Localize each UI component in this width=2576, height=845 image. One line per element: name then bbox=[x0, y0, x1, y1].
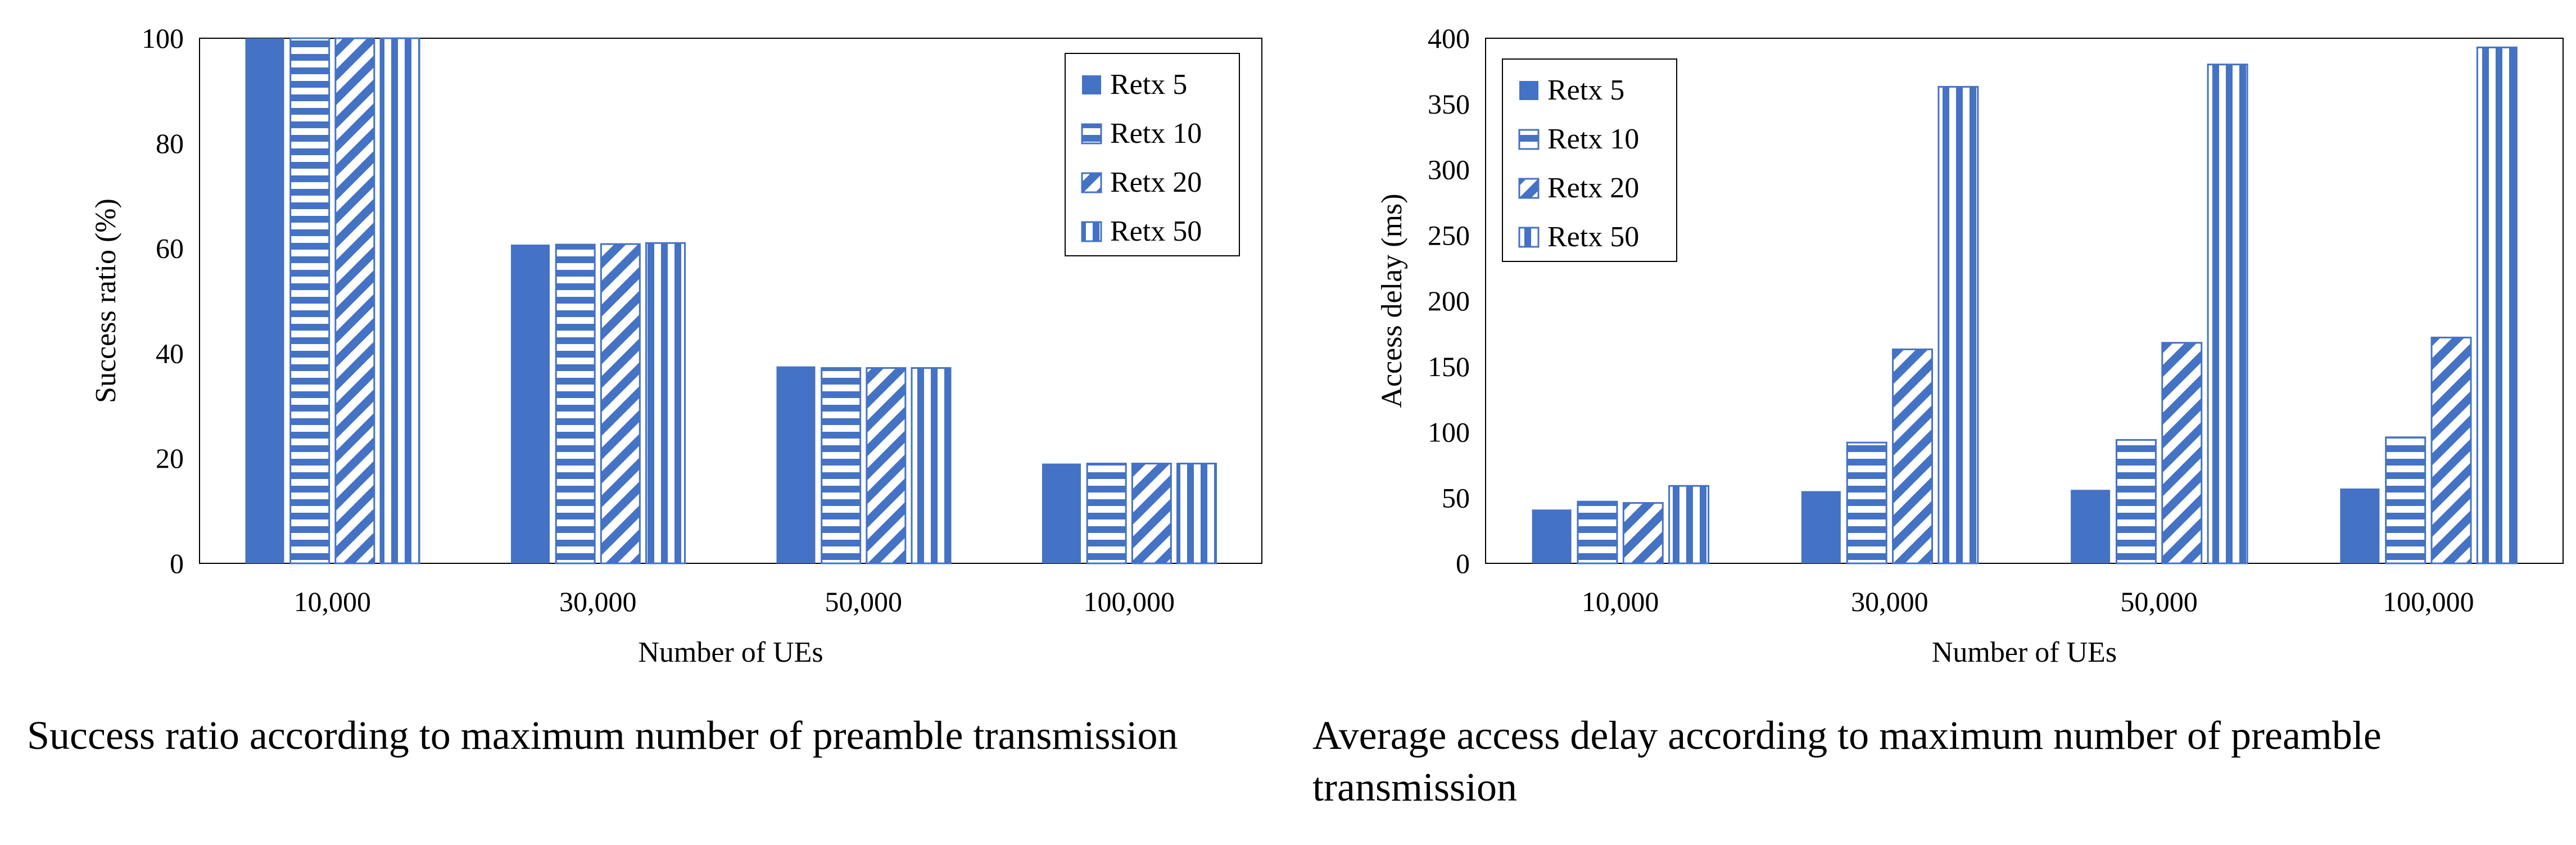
y-tick-label: 350 bbox=[1428, 88, 1470, 120]
bar bbox=[379, 37, 420, 564]
bar bbox=[821, 367, 862, 564]
legend-swatch bbox=[1081, 123, 1102, 144]
legend-swatch bbox=[1081, 172, 1102, 193]
bar bbox=[1131, 463, 1172, 564]
bar bbox=[2207, 64, 2248, 564]
bar bbox=[2476, 46, 2518, 564]
bar bbox=[1176, 463, 1217, 564]
legend-entry: Retx 5 bbox=[1547, 74, 1624, 106]
bar bbox=[1846, 441, 1887, 564]
legend-entry: Retx 5 bbox=[1110, 69, 1187, 101]
bar bbox=[1086, 463, 1127, 564]
legend-entry: Retx 50 bbox=[1547, 221, 1639, 253]
bar bbox=[245, 38, 284, 563]
bar bbox=[600, 243, 641, 564]
bar bbox=[645, 242, 686, 564]
bar bbox=[1042, 463, 1081, 563]
y-tick-label: 20 bbox=[156, 442, 184, 474]
x-tick-label: 10,000 bbox=[1582, 586, 1659, 617]
y-tick-label: 400 bbox=[1428, 22, 1470, 54]
x-tick-label: 100,000 bbox=[1084, 586, 1175, 617]
legend-swatch bbox=[1081, 221, 1102, 242]
bar bbox=[2071, 490, 2111, 563]
y-tick-label: 80 bbox=[156, 128, 184, 159]
bar bbox=[2430, 336, 2472, 564]
bar bbox=[776, 366, 816, 563]
y-tick-label: 250 bbox=[1428, 219, 1470, 251]
bar bbox=[1892, 348, 1934, 564]
legend-entry: Retx 10 bbox=[1547, 123, 1639, 155]
legend-entry: Retx 20 bbox=[1547, 172, 1639, 204]
bar bbox=[1937, 85, 1979, 564]
bar bbox=[1577, 500, 1618, 564]
x-tick-label: 50,000 bbox=[825, 586, 903, 617]
caption-success-ratio: Success ratio according to maximum numbe… bbox=[27, 713, 1178, 758]
bar bbox=[510, 245, 550, 563]
x-tick-label: 100,000 bbox=[2383, 586, 2474, 617]
bar bbox=[2340, 488, 2380, 563]
y-tick-label: 300 bbox=[1428, 154, 1470, 186]
x-tick-label: 50,000 bbox=[2120, 586, 2198, 617]
legend-entry: Retx 20 bbox=[1110, 166, 1202, 198]
bar bbox=[289, 37, 331, 564]
bar bbox=[1622, 502, 1664, 564]
bar bbox=[1801, 491, 1841, 563]
legend: Retx 5 Retx 10 Retx 20 Retx 50 bbox=[1502, 58, 1677, 262]
plot-area bbox=[1485, 38, 2564, 564]
bar bbox=[2385, 436, 2426, 564]
y-tick-label: 0 bbox=[1456, 548, 1470, 579]
y-tick-label: 60 bbox=[156, 233, 184, 264]
legend-entry: Retx 50 bbox=[1110, 215, 1202, 247]
x-tick-label: 30,000 bbox=[1851, 586, 1928, 617]
legend-swatch bbox=[1518, 129, 1540, 150]
y-axis-title: Success ratio (%) bbox=[90, 198, 122, 403]
bar bbox=[334, 37, 375, 564]
bar bbox=[866, 367, 907, 564]
x-tick-label: 30,000 bbox=[559, 586, 637, 617]
bar bbox=[555, 243, 596, 564]
bar bbox=[1668, 485, 1710, 564]
x-axis-title: Number of UEs bbox=[638, 636, 823, 668]
y-axis-title: Access delay (ms) bbox=[1376, 193, 1408, 408]
caption-access-delay: Average access delay according to maximu… bbox=[1312, 713, 2382, 810]
x-axis-title: Number of UEs bbox=[1932, 636, 2117, 668]
success-ratio-chart: 0 20 40 60 80 100 Success ratio (%) 10,000 30,00… bbox=[90, 22, 1262, 668]
legend-swatch bbox=[1518, 178, 1540, 199]
y-tick-label: 100 bbox=[1428, 417, 1470, 448]
legend: Retx 5 Retx 10 Retx 20 Retx 50 bbox=[1065, 53, 1240, 256]
y-tick-label: 100 bbox=[142, 22, 184, 54]
legend-swatch bbox=[1518, 227, 1540, 248]
x-tick-label: 10,000 bbox=[294, 586, 372, 617]
bar bbox=[911, 367, 952, 564]
legend-swatch bbox=[1082, 75, 1101, 94]
access-delay-chart: 0 50 100 150 200 250 300 350 400 Access delay (ms… bbox=[1376, 22, 2564, 668]
bar bbox=[1532, 509, 1572, 563]
bar bbox=[2161, 342, 2203, 564]
y-tick-label: 200 bbox=[1428, 285, 1470, 317]
y-tick-label: 150 bbox=[1428, 351, 1470, 382]
legend-swatch bbox=[1519, 81, 1538, 100]
bar bbox=[2115, 439, 2157, 564]
y-tick-label: 50 bbox=[1442, 482, 1470, 513]
plot-area bbox=[199, 38, 1262, 564]
y-tick-label: 40 bbox=[156, 337, 184, 369]
legend-entry: Retx 10 bbox=[1110, 118, 1202, 150]
y-tick-label: 0 bbox=[170, 548, 184, 579]
